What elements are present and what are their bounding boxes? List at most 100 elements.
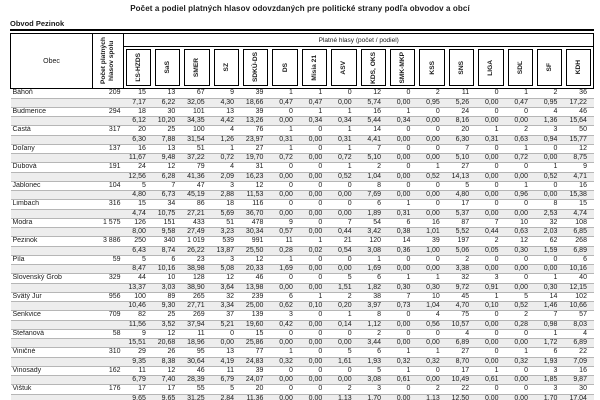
total-valid-votes: 329	[108, 274, 121, 281]
party-vote-count: 12	[167, 366, 176, 374]
party-vote-percent: 5,52	[446, 227, 477, 237]
party-vote-percent: 4,42	[211, 116, 242, 126]
party-vote-percent: 3,08	[358, 245, 389, 256]
table-row-counts: Budmerice 294 18 30 101 13 39 0 1 1 16 1 0 24 0 0 4 46	[11, 107, 594, 117]
municipality-name: Svätý Jur	[12, 292, 42, 300]
party-vote-percent: 0,00	[299, 227, 330, 237]
party-vote-percent: 0,00	[476, 338, 506, 348]
party-vote-percent: 6,79	[123, 375, 153, 385]
party-vote-percent: 0,52	[417, 171, 447, 182]
party-header-label: SDĽ	[516, 60, 524, 75]
party-vote-percent: 0,00	[299, 338, 330, 348]
party-vote-count: 0	[435, 126, 440, 133]
party-vote-percent: 25,50	[241, 245, 271, 256]
party-vote-count: 50	[579, 126, 587, 133]
party-vote-percent: 0,52	[329, 171, 359, 182]
table-row-counts: Modra 1 575 126 151 433 51 478 9 0 7 54 6 16 87 7 10 32 1…	[11, 218, 594, 228]
party-vote-percent: 0,20	[329, 301, 359, 311]
party-header-label: DS	[281, 62, 289, 73]
table-row-counts: Pezinok 3 886 250 340 1 019 539 991 11 1 21 120 14 3…	[11, 237, 594, 247]
municipality-name: Vištuk	[12, 385, 32, 392]
party-vote-percent: 16,23	[241, 171, 271, 182]
party-vote-percent: 31,25	[182, 393, 212, 400]
party-vote-count: 24	[461, 107, 470, 115]
table-row-counts: Jablonec 104 5 7 47 3 12 0 0 0 8 0 0 5 0 1 0 16	[11, 181, 594, 191]
party-vote-count: 1	[377, 255, 382, 263]
party-vote-percent: 2,53	[534, 208, 565, 219]
party-vote-percent: 0,10	[476, 301, 506, 311]
table-row-percents: 6,30 7,88 31,54 1,26 23,97 0,31 0,00 0,31 4,41 0,…	[10, 134, 594, 145]
party-vote-percent: 0,00	[505, 116, 535, 126]
party-vote-percent: 12,15	[564, 282, 594, 293]
party-vote-count: 1	[347, 107, 352, 115]
party-vote-count: 0	[435, 255, 440, 263]
party-vote-percent: 0,00	[299, 375, 330, 385]
party-vote-percent: 2,88	[211, 190, 242, 200]
party-vote-percent: 6,12	[123, 116, 153, 126]
party-vote-count: 3	[230, 255, 235, 263]
party-vote-count: 0	[347, 200, 352, 207]
party-vote-percent: 0,47	[299, 97, 330, 108]
party-header-label: KSS	[428, 60, 436, 75]
party-vote-percent: 0,00	[505, 375, 535, 385]
party-vote-count: 6	[377, 200, 382, 207]
party-vote-percent: 0,44	[476, 227, 506, 237]
party-vote-count: 4	[435, 311, 440, 318]
party-vote-count: 12	[167, 329, 176, 337]
party-vote-count: 0	[406, 144, 411, 152]
party-vote-percent: 0,00	[329, 264, 359, 274]
party-vote-count: 197	[457, 237, 470, 244]
party-vote-percent: 0,52	[534, 171, 565, 182]
municipality-name: Jablonec	[12, 181, 41, 189]
party-vote-count: 95	[196, 348, 205, 355]
party-vote-count: 1	[435, 163, 440, 170]
party-vote-count: 3	[230, 181, 235, 189]
party-vote-percent: 1,69	[270, 264, 300, 274]
table-row-counts: Štefanová 58 9 12 11 0 15 0 0 0 2 0 0 4 0 0 1 4	[11, 329, 594, 339]
column-header-obec: Obec	[10, 33, 93, 89]
party-vote-count: 17	[167, 385, 176, 392]
party-vote-percent: 13,87	[211, 245, 242, 256]
party-vote-percent: 1,89	[358, 208, 389, 219]
party-vote-percent: 15,38	[564, 190, 594, 200]
party-vote-count: 26	[167, 348, 176, 355]
party-vote-percent: 9,87	[564, 375, 594, 385]
party-vote-percent: 12,56	[123, 171, 153, 182]
party-vote-percent: 0,00	[505, 338, 535, 348]
party-vote-count: 0	[318, 366, 323, 374]
party-vote-count: 2	[524, 311, 528, 318]
party-vote-count: 0	[288, 181, 293, 189]
party-vote-percent: 0,00	[534, 153, 565, 163]
party-vote-count: 120	[369, 237, 382, 244]
party-vote-count: 1	[435, 348, 440, 355]
table-row-counts: Píla 59 5 6 23 3 12 1 0 0 1 0 0 2 0 0 0 6	[11, 255, 594, 265]
party-vote-percent: 8,16	[446, 116, 477, 126]
party-vote-count: 34	[167, 200, 176, 207]
party-vote-percent: 8,74	[152, 245, 183, 256]
party-vote-percent: 27,71	[182, 301, 212, 311]
party-vote-count: 340	[163, 237, 176, 244]
party-vote-count: 5	[141, 255, 146, 263]
party-vote-percent: 5,74	[358, 97, 389, 108]
municipality-name-spacer	[10, 393, 93, 400]
municipality-name: Limbach	[12, 200, 39, 207]
municipality-name-spacer	[10, 134, 93, 145]
table-row-percents: 6,79 7,40 28,39 6,79 24,07 0,00 0,00 0,00 3,08 0,…	[10, 375, 594, 385]
party-vote-percent: 2,09	[211, 171, 242, 182]
party-header-box: SDKÚ-DS	[243, 49, 269, 86]
party-vote-count: 27	[255, 144, 264, 152]
party-vote-count: 23	[196, 255, 205, 263]
party-vote-count: 1	[494, 366, 499, 374]
column-header-party: SZ	[211, 46, 242, 89]
party-vote-percent: 4,41	[358, 134, 389, 145]
total-valid-votes: 209	[108, 89, 121, 96]
party-vote-count: 16	[579, 366, 587, 374]
party-vote-count: 1	[524, 144, 528, 152]
party-vote-percent: 0,00	[417, 116, 447, 126]
party-vote-percent: 0,36	[388, 245, 418, 256]
party-vote-count: 1	[318, 237, 323, 244]
party-vote-percent: 0,00	[388, 393, 418, 400]
party-vote-percent: 0,00	[505, 171, 535, 182]
party-vote-count: 1	[318, 89, 323, 96]
party-vote-percent: 18,66	[241, 97, 271, 108]
